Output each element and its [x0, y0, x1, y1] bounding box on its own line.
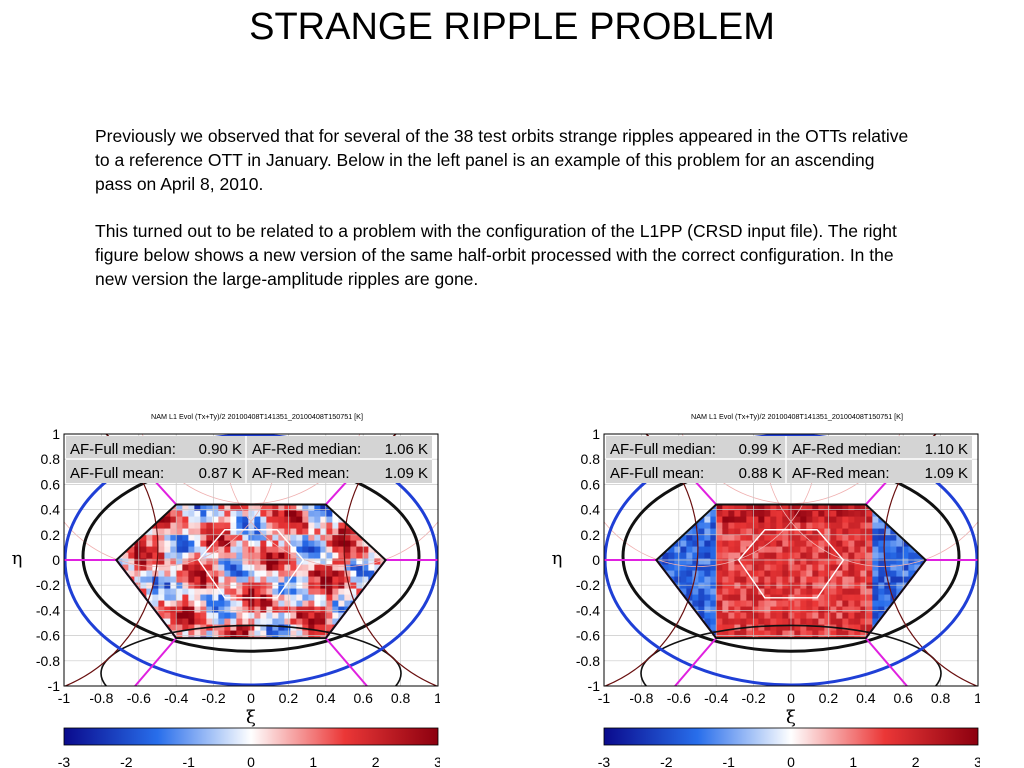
- colorbar-tick-label: -3: [58, 754, 71, 768]
- y-tick-label: 0.8: [41, 451, 61, 467]
- colorbar-tick-label: 1: [309, 754, 317, 768]
- colorbar-tick-label: -1: [182, 754, 195, 768]
- y-tick-label: -0.4: [36, 602, 60, 618]
- y-tick-label: -0.8: [36, 653, 60, 669]
- x-tick-label: 0.4: [316, 690, 336, 706]
- x-tick-label: -0.8: [89, 690, 113, 706]
- x-tick-label: 0.6: [893, 690, 913, 706]
- colorbar-tick-label: -2: [660, 754, 673, 768]
- x-tick-label: -0.6: [667, 690, 691, 706]
- y-tick-label: 0.2: [41, 527, 61, 543]
- x-tick-label: 0: [787, 690, 795, 706]
- x-tick-label: 0.2: [819, 690, 839, 706]
- x-tick-label: 1: [974, 690, 980, 706]
- y-tick-label: -1: [48, 678, 61, 694]
- y-axis-label: η: [12, 548, 23, 569]
- x-tick-label: 0.8: [391, 690, 411, 706]
- y-tick-label: 0.2: [581, 527, 601, 543]
- stat-value: 0.87 K: [199, 465, 242, 482]
- x-tick-label: -0.8: [629, 690, 653, 706]
- stat-value: 1.09 K: [385, 465, 428, 482]
- stat-value: 0.90 K: [199, 441, 242, 458]
- y-tick-label: -0.6: [36, 628, 60, 644]
- stats-box: AF-Full median: 0.90 K AF-Red median: 1.06 …: [66, 436, 432, 483]
- y-tick-label: -0.2: [36, 577, 60, 593]
- colorbar-tick-label: 0: [787, 754, 795, 768]
- stat-value: 1.09 K: [925, 465, 968, 482]
- paragraph-1: Previously we observed that for several …: [95, 126, 909, 194]
- colorbar-tick-label: 0: [247, 754, 255, 768]
- colorbar-tick-label: -3: [598, 754, 611, 768]
- figure-left: NAM L1 Evol (Tx+Ty)/2 20100408T141351_20…: [0, 404, 440, 768]
- stat-label: AF-Full mean:: [70, 465, 164, 482]
- x-tick-label: 0: [247, 690, 255, 706]
- x-tick-label: -0.4: [164, 690, 188, 706]
- hexagon-outline: [115, 503, 387, 640]
- x-tick-label: 0.4: [856, 690, 876, 706]
- x-tick-label: 0.8: [931, 690, 951, 706]
- x-tick-label: 0.6: [353, 690, 373, 706]
- x-tick-label: -0.2: [202, 690, 226, 706]
- y-tick-label: -0.4: [576, 602, 600, 618]
- y-tick-label: -0.2: [576, 577, 600, 593]
- colorbar-tick-label: 1: [849, 754, 857, 768]
- colorbar-tick-label: 2: [372, 754, 380, 768]
- stat-label: AF-Red mean:: [252, 465, 350, 482]
- y-axis-label: η: [552, 548, 563, 569]
- y-tick-label: 1: [52, 426, 60, 442]
- slide-title: STRANGE RIPPLE PROBLEM: [249, 6, 775, 48]
- colorbar-tick-label: 3: [974, 754, 980, 768]
- x-tick-label: -1: [598, 690, 611, 706]
- y-tick-label: -1: [588, 678, 601, 694]
- x-tick-label: 0.2: [279, 690, 299, 706]
- figure-svg: NAM L1 Evol (Tx+Ty)/2 20100408T141351_20…: [552, 412, 980, 768]
- y-tick-label: 1: [592, 426, 600, 442]
- y-tick-label: 0.8: [581, 451, 601, 467]
- stat-label: AF-Full median:: [70, 441, 176, 458]
- stat-label: AF-Red median:: [252, 441, 361, 458]
- y-tick-label: -0.6: [576, 628, 600, 644]
- x-tick-label: -1: [58, 690, 71, 706]
- x-axis-label: ξ: [246, 707, 256, 728]
- plot-frame: [63, 433, 439, 687]
- slide-body: Previously we observed that for several …: [95, 124, 915, 314]
- figure-svg: NAM L1 Evol (Tx+Ty)/2 20100408T141351_20…: [12, 412, 440, 768]
- stat-value: 1.10 K: [925, 441, 968, 458]
- stat-value: 1.06 K: [385, 441, 428, 458]
- y-tick-label: 0.4: [581, 502, 601, 518]
- colorbar: [63, 727, 439, 746]
- colorbar-tick-label: 3: [434, 754, 440, 768]
- stat-label: AF-Full median:: [610, 441, 716, 458]
- y-tick-label: 0.6: [581, 476, 601, 492]
- colorbar-tick-label: -1: [722, 754, 735, 768]
- stat-value: 0.88 K: [739, 465, 782, 482]
- x-tick-label: 1: [434, 690, 440, 706]
- paragraph-2: This turned out to be related to a probl…: [95, 221, 897, 289]
- x-axis-label: ξ: [786, 707, 796, 728]
- colorbar-tick-label: -2: [120, 754, 133, 768]
- colorbar: [603, 727, 979, 746]
- y-tick-label: 0: [592, 552, 600, 568]
- hexagon-outline: [655, 503, 927, 640]
- y-tick-label: 0.6: [41, 476, 61, 492]
- plot-frame: [603, 433, 979, 687]
- plot-title: NAM L1 Evol (Tx+Ty)/2 20100408T141351_20…: [151, 412, 363, 421]
- stat-label: AF-Full mean:: [610, 465, 704, 482]
- stat-label: AF-Red mean:: [792, 465, 890, 482]
- plot-title: NAM L1 Evol (Tx+Ty)/2 20100408T141351_20…: [691, 412, 903, 421]
- stat-value: 0.99 K: [739, 441, 782, 458]
- x-tick-label: -0.4: [704, 690, 728, 706]
- y-tick-label: 0.4: [41, 502, 61, 518]
- y-tick-label: 0: [52, 552, 60, 568]
- figure-right: NAM L1 Evol (Tx+Ty)/2 20100408T141351_20…: [540, 404, 980, 768]
- colorbar-tick-label: 2: [912, 754, 920, 768]
- stats-box: AF-Full median: 0.99 K AF-Red median: 1.10 …: [606, 436, 972, 483]
- x-tick-label: -0.6: [127, 690, 151, 706]
- y-tick-label: -0.8: [576, 653, 600, 669]
- x-tick-label: -0.2: [742, 690, 766, 706]
- stat-label: AF-Red median:: [792, 441, 901, 458]
